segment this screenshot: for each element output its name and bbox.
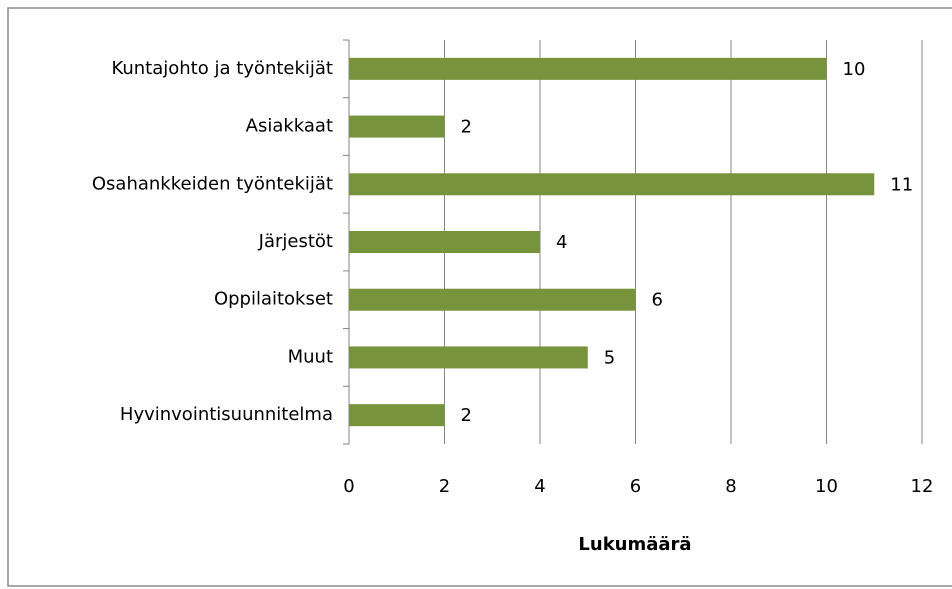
bar — [349, 231, 540, 253]
data-label: 10 — [843, 59, 866, 80]
x-tick-label: 4 — [534, 476, 545, 497]
y-tick-label: Oppilaitokset — [214, 289, 333, 310]
x-tick-label: 6 — [630, 476, 641, 497]
y-tick-label: Osahankkeiden työntekijät — [92, 173, 333, 194]
data-label: 11 — [890, 174, 913, 195]
bar — [349, 288, 636, 311]
x-tick-label: 10 — [815, 476, 838, 497]
y-tick-label: Muut — [288, 346, 333, 367]
x-tick-label: 12 — [911, 476, 934, 497]
y-tick-label: Hyvinvointisuunnitelma — [120, 404, 333, 425]
bar — [349, 115, 445, 138]
bar — [349, 57, 827, 80]
x-tick-label: 2 — [439, 476, 450, 497]
bar — [349, 173, 875, 196]
x-tick-label: 8 — [725, 476, 736, 497]
y-tick-label: Järjestöt — [258, 231, 333, 252]
data-label: 4 — [556, 232, 567, 253]
y-tick-label: Kuntajohto ja työntekijät — [111, 58, 333, 79]
y-tick-label: Asiakkaat — [246, 116, 333, 137]
data-label: 2 — [461, 405, 472, 426]
bar — [349, 404, 445, 427]
data-label: 2 — [461, 117, 472, 138]
x-tick-label: 0 — [343, 476, 354, 497]
x-axis-label: Lukumäärä — [578, 534, 691, 555]
data-label: 6 — [652, 290, 663, 311]
data-label: 5 — [604, 347, 615, 368]
bar — [349, 346, 588, 369]
